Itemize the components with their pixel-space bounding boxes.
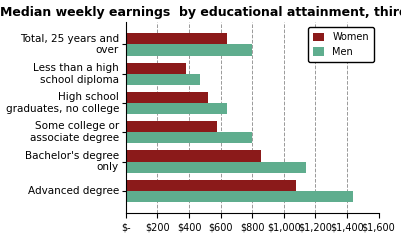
Bar (126, 150, 261, 162)
Bar (126, 33, 227, 45)
Bar (126, 74, 200, 85)
Title: Median weekly earnings  by educational attainment, third quarter 2007: Median weekly earnings by educational at… (0, 5, 401, 19)
Bar (126, 63, 186, 74)
Bar (126, 191, 353, 202)
Bar (126, 92, 208, 103)
Bar (126, 45, 252, 55)
Bar (126, 103, 227, 114)
Legend: Women, Men: Women, Men (308, 27, 374, 62)
Bar (126, 121, 217, 132)
Bar (126, 162, 306, 173)
Bar (126, 180, 296, 191)
Bar (126, 132, 252, 143)
